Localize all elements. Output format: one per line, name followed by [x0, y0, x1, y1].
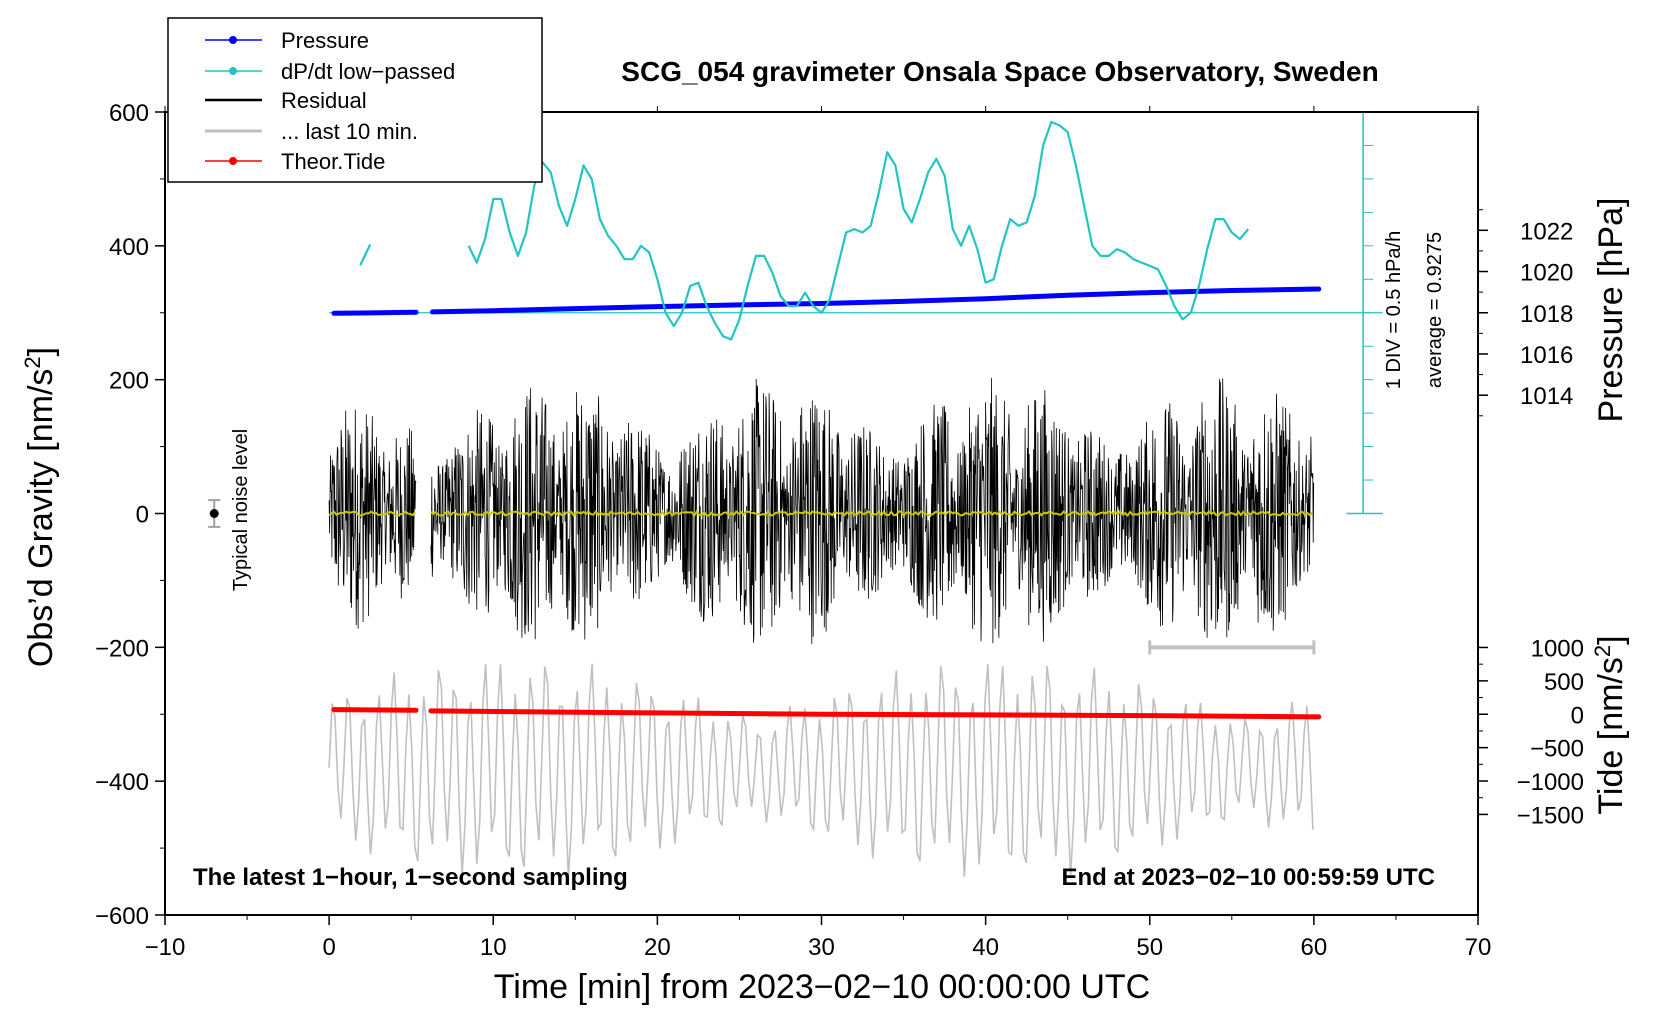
tide-tick-label: 500: [1544, 669, 1584, 696]
noise-level-label: Typical noise level: [230, 429, 252, 591]
legend-label-pressure: Pressure: [281, 28, 369, 53]
residual-trend-trace: [328, 510, 417, 517]
legend-label-last10: ... last 10 min.: [281, 119, 418, 144]
residual-trend-trace: [430, 509, 1313, 518]
y-tick-label: 600: [109, 100, 149, 127]
pressure-tick-label: 1018: [1520, 301, 1573, 328]
y-axis-title-tide: Tide [nm/s2]: [1590, 635, 1630, 814]
div-label: 1 DIV = 0.5 hPa/h: [1383, 231, 1405, 389]
x-tick-label: −10: [145, 934, 186, 961]
sampling-note: The latest 1−hour, 1−second sampling: [193, 864, 628, 891]
pressure-tick-label: 1022: [1520, 218, 1573, 245]
theor-tide-trace: [331, 707, 419, 713]
tide-tick-label: 0: [1571, 702, 1584, 729]
y-tick-label: −600: [95, 903, 149, 930]
plot-area: [208, 111, 1383, 877]
y-axis-title-gravity: Obs’d Gravity [nm/s2]: [20, 347, 60, 667]
chart-title: SCG_054 gravimeter Onsala Space Observat…: [621, 56, 1378, 87]
x-tick-label: 70: [1465, 934, 1492, 961]
legend-label-residual: Residual: [281, 88, 367, 113]
legend-marker-dpdt: [229, 67, 237, 75]
tide-tick-label: −1500: [1517, 802, 1584, 829]
x-tick-label: 10: [480, 934, 507, 961]
y-tick-label: 400: [109, 234, 149, 261]
pressure-tick-label: 1020: [1520, 260, 1573, 287]
legend-marker-tide: [229, 157, 237, 165]
x-tick-label: 20: [644, 934, 671, 961]
theor-tide-trace: [428, 708, 1322, 720]
y-tick-label: −400: [95, 769, 149, 796]
pressure-trace: [430, 286, 1322, 315]
x-tick-label: 0: [322, 934, 335, 961]
residual-trace: [430, 377, 1315, 644]
tide-tick-label: −1000: [1517, 769, 1584, 796]
y-tick-label: −200: [95, 635, 149, 662]
x-tick-label: 60: [1301, 934, 1328, 961]
legend-label-tide: Theor.Tide: [281, 149, 385, 174]
y-axis-title-pressure: Pressure [hPa]: [1592, 198, 1630, 423]
noise-level-point: [209, 509, 219, 518]
dpdt-trace: [467, 120, 1250, 341]
axes: −10 0 10 20 30 40 50 60 70−600−400−2000200400600…: [95, 100, 1584, 961]
residual-trace: [328, 409, 417, 629]
legend-label-dpdt: dP/dt low−passed: [281, 59, 455, 84]
y-tick-label: 200: [109, 368, 149, 395]
last-10-min-trace: [328, 663, 1314, 877]
legend-box: [167, 17, 543, 183]
y-tick-label: 0: [136, 502, 149, 529]
legend: Pressure dP/dt low−passed Residual ... l…: [167, 17, 543, 183]
end-time-note: End at 2023−02−10 00:59:59 UTC: [1061, 864, 1435, 891]
average-label: average = 0.9275: [1424, 232, 1446, 388]
tide-tick-label: 1000: [1531, 635, 1584, 662]
tide-tick-label: −500: [1530, 736, 1584, 763]
x-axis-title: Time [min] from 2023−02−10 00:00:00 UTC: [494, 968, 1150, 1006]
x-tick-label: 50: [1136, 934, 1163, 961]
x-tick-label: 40: [972, 934, 999, 961]
pressure-tick-label: 1014: [1520, 383, 1573, 410]
pressure-tick-label: 1016: [1520, 342, 1573, 369]
x-tick-label: 30: [808, 934, 835, 961]
legend-marker-pressure: [229, 36, 237, 44]
pressure-trace: [331, 309, 419, 316]
dpdt-trace: [359, 244, 372, 266]
